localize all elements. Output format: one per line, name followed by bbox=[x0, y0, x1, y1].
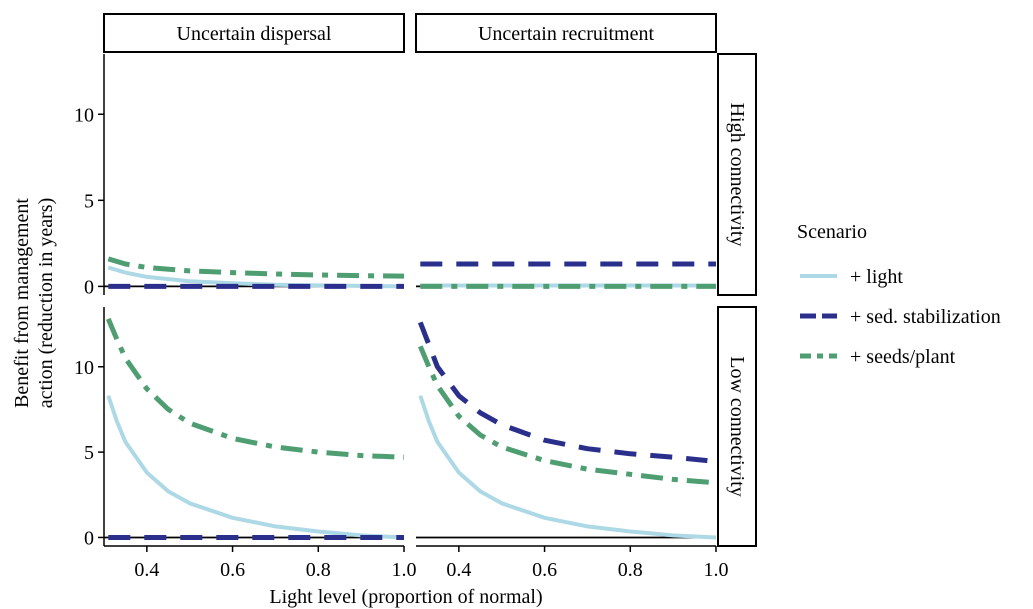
strip-high-connectivity bbox=[717, 53, 757, 296]
series-line-light bbox=[107, 265, 405, 289]
series-line-light bbox=[418, 395, 717, 540]
y-tick-label: 5 bbox=[84, 190, 94, 212]
y-tick-label: 5 bbox=[84, 442, 94, 464]
panel-uncertain-dispersal-low-connectivity bbox=[104, 317, 405, 540]
y-axis-title-line1: Benefit from management bbox=[11, 198, 33, 408]
panel-uncertain-recruitment-high-connectivity bbox=[416, 261, 716, 289]
panel-uncertain-dispersal-high-connectivity bbox=[104, 256, 405, 289]
legend-label-light: + light bbox=[850, 266, 903, 288]
y-axis-title: Benefit from management action (reductio… bbox=[11, 198, 57, 409]
x-tick-label: 0.4 bbox=[134, 559, 159, 581]
series-line-seeds-plant bbox=[105, 317, 405, 460]
strip-label-high-connectivity: High connectivity bbox=[726, 103, 748, 247]
strip-low-connectivity bbox=[717, 306, 757, 547]
legend-label-sed-stabilization: + sed. stabilization bbox=[850, 306, 1001, 328]
x-tick-label: 0.8 bbox=[306, 559, 331, 581]
legend-title: Scenario bbox=[797, 221, 867, 243]
y-tick-label: 0 bbox=[84, 276, 94, 298]
x-tick-label: 0.4 bbox=[446, 559, 471, 581]
y-tick-label: 10 bbox=[74, 104, 94, 126]
series-line-seeds-plant bbox=[107, 256, 405, 279]
legend-label-seeds-plant: + seeds/plant bbox=[850, 346, 956, 368]
series-line-light bbox=[106, 395, 405, 540]
x-axis-title: Light level (proportion of normal) bbox=[269, 586, 542, 608]
strip-label-uncertain-recruitment: Uncertain recruitment bbox=[478, 23, 654, 45]
series-line-sed-stabilization bbox=[417, 321, 708, 464]
series-line-seeds-plant bbox=[417, 345, 717, 486]
x-tick-label: 1.0 bbox=[392, 559, 417, 581]
strip-uncertain-dispersal bbox=[103, 13, 405, 53]
legend: Scenario + light + sed. stabilization + … bbox=[797, 221, 1001, 368]
y-axis-title-line2: action (reduction in years) bbox=[35, 198, 57, 408]
x-tick-label: 0.8 bbox=[618, 559, 643, 581]
y-tick-label: 0 bbox=[84, 527, 94, 549]
x-tick-label: 0.6 bbox=[532, 559, 557, 581]
x-tick-label: 1.0 bbox=[704, 559, 729, 581]
strip-label-uncertain-dispersal: Uncertain dispersal bbox=[177, 23, 332, 45]
strip-label-low-connectivity: Low connectivity bbox=[726, 356, 748, 497]
x-tick-label: 0.6 bbox=[220, 559, 245, 581]
plot-layer: Uncertain dispersal Uncertain recruitment… bbox=[74, 13, 757, 581]
y-tick-label: 10 bbox=[74, 357, 94, 379]
strip-uncertain-recruitment bbox=[415, 13, 717, 53]
panel-uncertain-recruitment-low-connectivity bbox=[416, 321, 717, 540]
legend-keys bbox=[800, 274, 837, 359]
